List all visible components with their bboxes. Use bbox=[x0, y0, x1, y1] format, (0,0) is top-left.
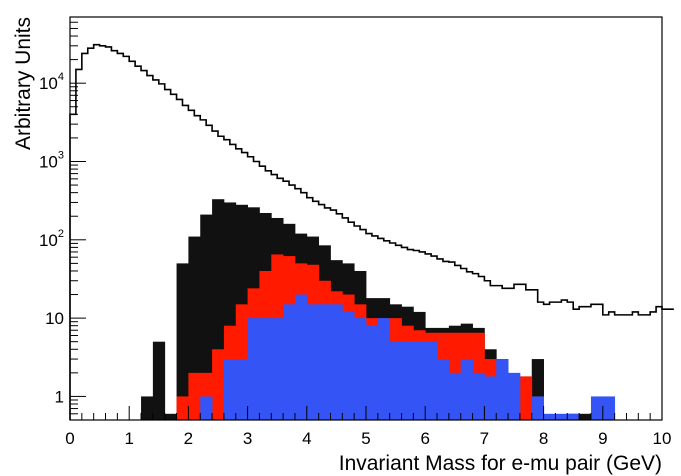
y-tick-label: 1 bbox=[55, 387, 64, 406]
bar-series1-bin38 bbox=[519, 376, 533, 420]
x-axis-ticks: 0 1 2 3 4 5 6 7 8 9 10 bbox=[65, 406, 671, 448]
stacked-bars bbox=[141, 199, 616, 420]
bar-series2-bin34 bbox=[472, 372, 485, 420]
bar-series2-bin33 bbox=[460, 359, 473, 420]
y-axis-title: Arbitrary Units bbox=[12, 17, 35, 150]
bar-series1-bin9 bbox=[176, 396, 189, 420]
x-tick-label: 2 bbox=[184, 429, 193, 448]
bar-series2-bin35 bbox=[484, 376, 497, 420]
x-tick-label: 3 bbox=[243, 429, 252, 448]
bar-series2-bin30 bbox=[425, 341, 438, 420]
y-axis-ticks: 1 10 102 103 104 bbox=[39, 16, 86, 421]
bar-series0-bin8 bbox=[164, 413, 177, 420]
bar-series2-bin23 bbox=[342, 311, 355, 420]
bar-series2-bin17 bbox=[271, 318, 284, 420]
bar-series0-bin7 bbox=[152, 341, 166, 420]
x-tick-label: 10 bbox=[653, 429, 672, 448]
x-tick-label: 8 bbox=[539, 429, 548, 448]
y-tick-label: 103 bbox=[39, 149, 64, 171]
x-tick-label: 6 bbox=[420, 429, 429, 448]
bar-series1-bin12 bbox=[212, 349, 225, 420]
bar-series2-bin13 bbox=[223, 359, 237, 420]
bar-series2-bin15 bbox=[247, 318, 260, 420]
bar-series2-bin24 bbox=[354, 318, 367, 420]
y-tick-label: 102 bbox=[39, 228, 64, 250]
bar-series2-bin32 bbox=[448, 372, 462, 420]
bar-series0-bin6 bbox=[141, 396, 154, 420]
bar-series2-bin25 bbox=[366, 325, 379, 420]
bar-series2-bin22 bbox=[330, 304, 343, 420]
y-tick-label: 10 bbox=[45, 309, 64, 328]
bar-series2-bin18 bbox=[283, 304, 296, 420]
bar-series2-bin26 bbox=[377, 318, 391, 420]
bar-series1-bin10 bbox=[188, 372, 201, 420]
x-axis-title: Invariant Mass for e-mu pair (GeV) bbox=[339, 452, 662, 475]
bar-series2-bin31 bbox=[437, 359, 450, 420]
x-tick-label: 9 bbox=[598, 429, 607, 448]
bar-series2-bin45 bbox=[602, 396, 616, 420]
bar-series2-bin19 bbox=[294, 294, 308, 420]
x-tick-label: 7 bbox=[480, 429, 489, 448]
bar-series2-bin36 bbox=[496, 359, 509, 420]
bar-series2-bin11 bbox=[200, 396, 213, 420]
bar-series2-bin29 bbox=[413, 341, 426, 420]
bar-series2-bin39 bbox=[531, 396, 544, 420]
outline-histogram bbox=[69, 43, 674, 420]
bar-series2-bin37 bbox=[508, 372, 521, 420]
bar-series2-bin21 bbox=[318, 304, 331, 420]
bar-series2-bin16 bbox=[259, 318, 272, 420]
x-tick-label: 5 bbox=[361, 429, 370, 448]
bar-series2-bin20 bbox=[306, 304, 320, 420]
x-tick-label: 0 bbox=[65, 429, 74, 448]
bar-series2-bin27 bbox=[389, 341, 402, 420]
bar-series2-bin28 bbox=[401, 341, 414, 420]
y-tick-label: 104 bbox=[39, 71, 64, 93]
bar-series0-bin43 bbox=[579, 413, 592, 420]
bar-series0-bin11 bbox=[200, 214, 213, 420]
bar-series2-bin14 bbox=[235, 359, 248, 420]
bar-series2-bin41 bbox=[555, 413, 568, 420]
outline-step-line bbox=[69, 43, 674, 420]
bar-series0-bin9 bbox=[176, 263, 189, 420]
x-tick-label: 4 bbox=[302, 429, 311, 448]
bar-series2-bin44 bbox=[590, 396, 604, 420]
x-tick-label: 1 bbox=[124, 429, 133, 448]
bar-series2-bin42 bbox=[567, 413, 580, 420]
bar-series2-bin40 bbox=[543, 413, 556, 420]
